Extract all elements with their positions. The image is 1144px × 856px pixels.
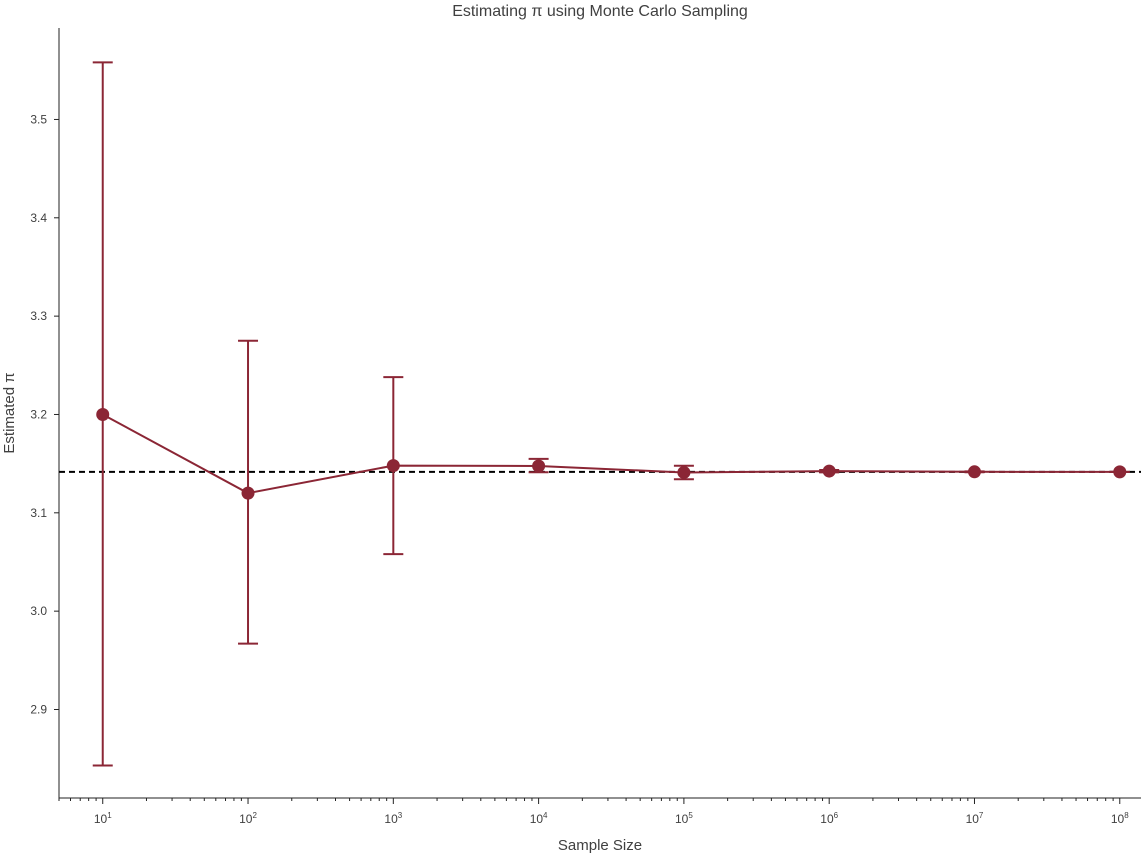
x-tick-label: 108 — [1111, 811, 1129, 826]
x-tick-exponent: 1 — [107, 811, 112, 820]
y-axis-ticks: 2.9 3.0 3.1 3.2 3.3 3.4 3.5 — [30, 112, 59, 716]
x-tick-label: 106 — [820, 811, 838, 826]
y-tick-label: 3.0 — [30, 604, 47, 618]
x-tick-exponent: 6 — [834, 811, 839, 820]
data-point — [241, 486, 255, 500]
y-tick-label: 3.2 — [30, 407, 47, 421]
y-tick-label: 3.4 — [30, 211, 47, 225]
x-tick-base: 10 — [966, 812, 980, 826]
x-tick-label: 105 — [675, 811, 693, 826]
x-tick-base: 10 — [530, 812, 544, 826]
x-tick-label: 107 — [966, 811, 984, 826]
data-point — [822, 464, 836, 478]
data-point — [677, 465, 691, 479]
x-tick-exponent: 8 — [1124, 811, 1129, 820]
x-tick-base: 10 — [384, 812, 398, 826]
y-tick-label: 3.1 — [30, 506, 47, 520]
x-tick-base: 10 — [1111, 812, 1125, 826]
x-axis-label: Sample Size — [558, 837, 642, 854]
x-tick-label: 103 — [384, 811, 402, 826]
x-tick-base: 10 — [94, 812, 108, 826]
estimate-points — [96, 407, 1127, 500]
data-point — [1113, 465, 1127, 479]
data-point — [967, 465, 981, 479]
y-tick-label: 3.3 — [30, 309, 47, 323]
x-axis-ticks: 101 102 103 104 105 106 107 108 — [58, 798, 1129, 826]
x-tick-exponent: 7 — [979, 811, 984, 820]
x-tick-label: 101 — [94, 811, 112, 826]
x-tick-exponent: 2 — [252, 811, 257, 820]
y-tick-label: 3.5 — [30, 112, 47, 126]
error-bars — [92, 61, 1130, 767]
x-tick-exponent: 5 — [688, 811, 693, 820]
x-tick-label: 102 — [239, 811, 257, 826]
x-tick-base: 10 — [820, 812, 834, 826]
estimate-series-line — [102, 413, 1120, 495]
y-axis-label: Estimated π — [1, 372, 18, 453]
data-point — [96, 407, 110, 421]
data-point — [386, 459, 400, 473]
data-point — [532, 459, 546, 473]
x-tick-exponent: 4 — [543, 811, 548, 820]
y-tick-label: 2.9 — [30, 702, 47, 716]
x-tick-base: 10 — [239, 812, 253, 826]
x-tick-exponent: 3 — [398, 811, 403, 820]
x-tick-base: 10 — [675, 812, 689, 826]
chart-title: Estimating π using Monte Carlo Sampling — [452, 3, 748, 20]
x-tick-label: 104 — [530, 811, 548, 826]
